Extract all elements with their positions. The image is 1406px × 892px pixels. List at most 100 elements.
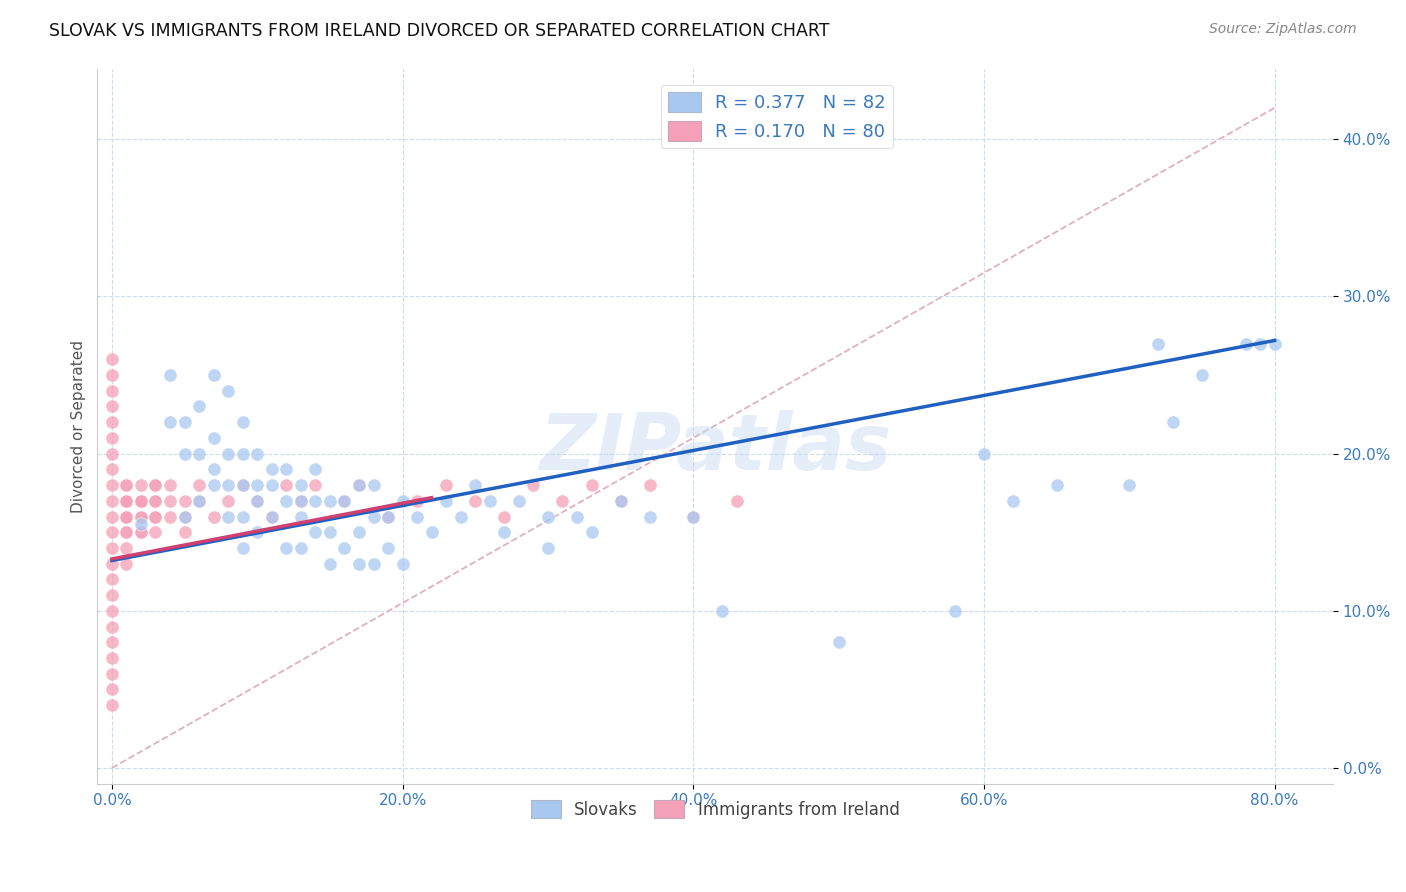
Point (1147, 336, 1170, 351)
Point (101, 368, 124, 382)
Legend: Slovaks, Immigrants from Ireland: Slovaks, Immigrants from Ireland (524, 794, 907, 825)
Point (188, 447, 211, 461)
Point (450, 509, 472, 524)
Point (391, 493, 413, 508)
Point (682, 509, 704, 524)
Point (217, 509, 239, 524)
Point (101, 400, 124, 414)
Point (129, 509, 152, 524)
Point (217, 493, 239, 508)
Point (217, 447, 239, 461)
Point (420, 525, 443, 540)
Point (173, 447, 195, 461)
Point (101, 573, 124, 587)
Point (145, 478, 167, 492)
Point (1249, 336, 1271, 351)
Point (304, 493, 326, 508)
Point (145, 493, 167, 508)
Point (494, 509, 516, 524)
Point (290, 478, 312, 492)
Point (363, 557, 385, 571)
Point (159, 478, 181, 492)
Point (188, 493, 211, 508)
Point (276, 493, 298, 508)
Point (232, 541, 254, 555)
Point (115, 493, 138, 508)
Point (638, 509, 661, 524)
Point (581, 478, 603, 492)
Point (115, 541, 138, 555)
Point (551, 493, 574, 508)
Point (1234, 336, 1257, 351)
Point (260, 478, 283, 492)
Text: ZIPatlas: ZIPatlas (538, 409, 891, 485)
Point (173, 525, 195, 540)
Point (494, 525, 516, 540)
Point (202, 368, 225, 382)
Point (101, 493, 124, 508)
Point (129, 478, 152, 492)
Point (115, 493, 138, 508)
Point (101, 619, 124, 633)
Point (434, 493, 457, 508)
Y-axis label: Divorced or Separated: Divorced or Separated (72, 340, 86, 513)
Point (145, 478, 167, 492)
Point (202, 478, 225, 492)
Point (101, 541, 124, 555)
Point (145, 509, 167, 524)
Point (246, 478, 269, 492)
Point (581, 525, 603, 540)
Point (827, 635, 849, 649)
Point (115, 509, 138, 524)
Text: Source: ZipAtlas.com: Source: ZipAtlas.com (1209, 22, 1357, 37)
Point (101, 604, 124, 618)
Point (173, 509, 195, 524)
Point (333, 541, 356, 555)
Point (145, 509, 167, 524)
Point (101, 666, 124, 681)
Point (478, 493, 501, 508)
Point (304, 462, 326, 476)
Point (217, 478, 239, 492)
Point (377, 541, 399, 555)
Point (290, 541, 312, 555)
Point (101, 698, 124, 713)
Point (434, 478, 457, 492)
Point (101, 651, 124, 665)
Point (101, 635, 124, 649)
Point (508, 493, 530, 508)
Point (1161, 415, 1184, 429)
Point (609, 493, 631, 508)
Point (1001, 493, 1024, 508)
Point (943, 604, 966, 618)
Point (1118, 478, 1140, 492)
Point (101, 525, 124, 540)
Point (101, 431, 124, 445)
Point (115, 509, 138, 524)
Point (276, 462, 298, 476)
Point (115, 525, 138, 540)
Point (232, 415, 254, 429)
Point (173, 493, 195, 508)
Point (290, 509, 312, 524)
Point (159, 368, 181, 382)
Point (101, 509, 124, 524)
Point (537, 541, 560, 555)
Point (246, 493, 269, 508)
Point (377, 509, 399, 524)
Point (145, 525, 167, 540)
Point (115, 493, 138, 508)
Point (129, 493, 152, 508)
Point (276, 478, 298, 492)
Point (377, 509, 399, 524)
Point (115, 478, 138, 492)
Point (159, 493, 181, 508)
Point (319, 557, 342, 571)
Point (129, 509, 152, 524)
Point (202, 509, 225, 524)
Point (232, 478, 254, 492)
Point (347, 557, 370, 571)
Point (129, 493, 152, 508)
Point (347, 478, 370, 492)
Point (129, 525, 152, 540)
